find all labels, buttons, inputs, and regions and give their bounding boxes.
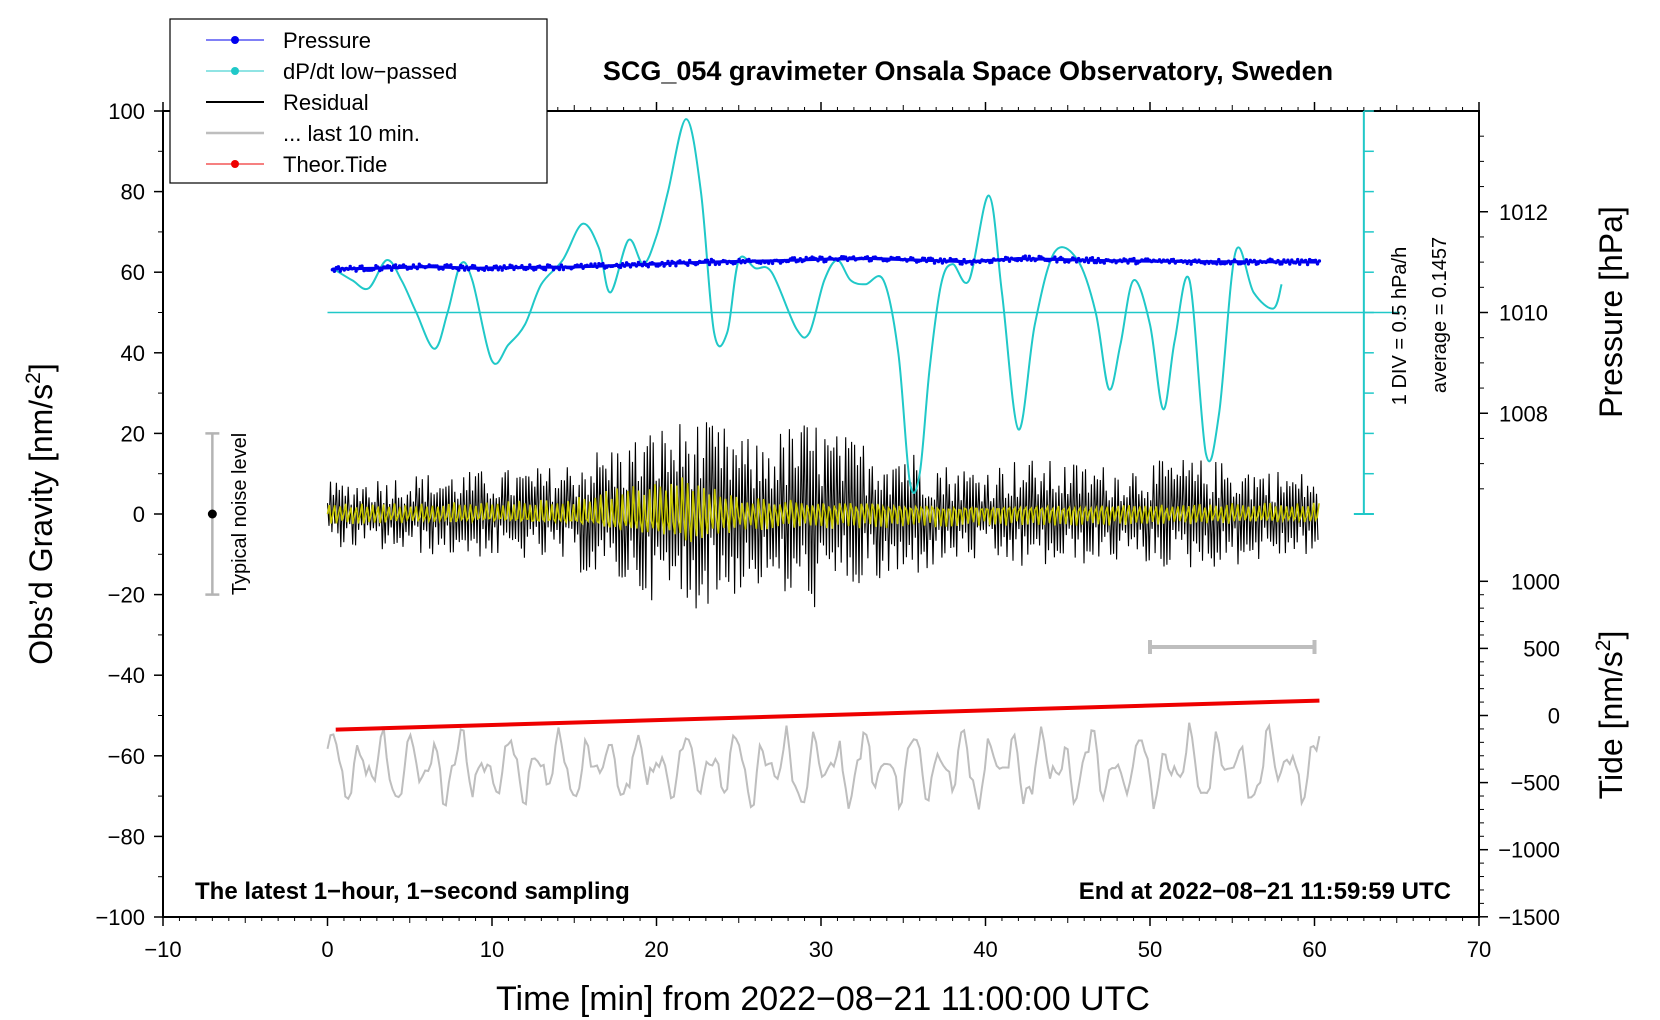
legend-label-last10: ... last 10 min. (283, 121, 420, 146)
x-tick-label: 60 (1302, 937, 1326, 962)
legend-dot-dpdt (231, 67, 239, 75)
pressure-point (1090, 256, 1095, 260)
legend-entry-last10: ... last 10 min. (206, 121, 420, 146)
pressure-point (601, 261, 605, 266)
y-tick-label: −60 (108, 744, 145, 769)
pressure-point (457, 268, 461, 272)
end-time-annotation: End at 2022−08−21 11:59:59 UTC (1079, 878, 1451, 905)
noise-bar-center (207, 509, 217, 519)
y-tick-label: −80 (108, 824, 145, 849)
legend-label-pressure: Pressure (283, 28, 371, 53)
tide-tick-label: −1500 (1498, 905, 1560, 930)
pressure-point (686, 263, 690, 267)
pressure-point (551, 268, 556, 272)
y-tick-label: −40 (108, 663, 145, 688)
y-axis-label-gravity-sup: 2 (22, 372, 45, 384)
pressure-tick-label: 1010 (1499, 301, 1548, 326)
y-axis-label-gravity-main: Obs’d Gravity [nm/s (23, 384, 59, 665)
y-axis-label-tide: Tide [nm/s2] (1592, 631, 1629, 800)
pressure-point (1189, 262, 1193, 266)
y-tick-label: 80 (121, 180, 145, 205)
pressure-point (1132, 256, 1136, 261)
legend-entry-residual: Residual (206, 90, 369, 115)
legend-dot-tide (231, 160, 239, 168)
y-tick-label: −100 (95, 905, 145, 930)
pressure-tick-label: 1008 (1499, 401, 1548, 426)
pressure-point (1027, 254, 1032, 258)
pressure-point (932, 261, 937, 265)
x-tick-label: −10 (144, 937, 181, 962)
pressure-point (393, 263, 398, 267)
series-last10-line (326, 722, 1321, 812)
y-tick-label: 100 (108, 99, 145, 124)
pressure-point (970, 262, 974, 266)
sampling-annotation: The latest 1−hour, 1−second sampling (195, 878, 630, 905)
y-axis-label-tide-close: ] (1593, 631, 1629, 640)
tide-tick-label: −500 (1510, 771, 1560, 796)
legend-label-tide: Theor.Tide (283, 152, 387, 177)
pressure-point (960, 262, 964, 266)
legend-entry-dpdt: dP/dt low−passed (206, 59, 457, 84)
tide-tick-label: 0 (1548, 704, 1560, 729)
series-dpdt-line (331, 118, 1283, 495)
noise-level-label: Typical noise level (229, 433, 251, 595)
pressure-tick-label: 1012 (1499, 200, 1548, 225)
dpdt-div-label: 1 DIV = 0.5 hPa/h (1389, 247, 1411, 405)
y-axis-label-tide-sup: 2 (1592, 640, 1615, 652)
dpdt-average-label: average = 0.1457 (1429, 237, 1451, 393)
x-tick-label: 50 (1138, 937, 1162, 962)
legend-entry-pressure: Pressure (206, 28, 371, 53)
pressure-point (354, 269, 358, 273)
y-axis-label-tide-main: Tide [nm/s (1593, 651, 1629, 799)
series-theor-tide-line (335, 698, 1320, 732)
y-tick-label: −20 (108, 583, 145, 608)
pressure-point (561, 267, 566, 272)
y-axis-label-gravity-close: ] (23, 363, 59, 372)
x-tick-label: 30 (809, 937, 833, 962)
y-tick-label: 60 (121, 260, 145, 285)
y-tick-label: 0 (133, 502, 145, 527)
pressure-point (674, 264, 678, 268)
series-pressure-line (332, 256, 1320, 271)
legend-entry-tide: Theor.Tide (206, 152, 387, 177)
legend-label-residual: Residual (283, 90, 369, 115)
pressure-point (1102, 261, 1107, 265)
pressure-point (390, 268, 394, 272)
chart-title: SCG_054 gravimeter Onsala Space Observat… (603, 56, 1333, 86)
y-axis-label-pressure: Pressure [hPa] (1593, 206, 1629, 418)
axis-ticks: −10 0 10 20 30 40 50 60 70−100−80−60−40−20020406… (95, 99, 1560, 962)
x-tick-label: 40 (973, 937, 997, 962)
pressure-point (360, 264, 364, 268)
pressure-point (528, 263, 532, 267)
series-residual-overlay-line (326, 477, 1320, 543)
x-tick-label: 0 (321, 937, 333, 962)
tide-tick-label: −1000 (1498, 838, 1560, 863)
pressure-point (543, 268, 548, 272)
tide-tick-label: 500 (1523, 636, 1560, 661)
pressure-point (662, 264, 666, 268)
pressure-point (1305, 262, 1310, 267)
legend: Pressure dP/dt low−passed Residual ... l… (169, 18, 548, 184)
tide-tick-label: 1000 (1511, 569, 1560, 594)
x-axis-label: Time [min] from 2022−08−21 11:00:00 UTC (496, 980, 1150, 1018)
pressure-point (707, 262, 712, 267)
y-tick-label: 20 (121, 421, 145, 446)
x-tick-label: 20 (644, 937, 668, 962)
series-layer (205, 110, 1401, 812)
pressure-point (1023, 254, 1027, 258)
y-tick-label: 40 (121, 341, 145, 366)
legend-label-dpdt: dP/dt low−passed (283, 59, 457, 84)
pressure-point (717, 262, 721, 266)
x-tick-label: 70 (1467, 937, 1491, 962)
y-axis-label-gravity: Obs’d Gravity [nm/s2] (22, 363, 59, 665)
pressure-point (646, 265, 650, 269)
pressure-point (770, 261, 775, 266)
pressure-point (557, 267, 562, 272)
pressure-point (449, 263, 453, 267)
x-tick-label: 10 (480, 937, 504, 962)
legend-dot-pressure (231, 36, 239, 44)
pressure-point (1055, 260, 1059, 264)
series-pressure-points (330, 254, 1322, 273)
